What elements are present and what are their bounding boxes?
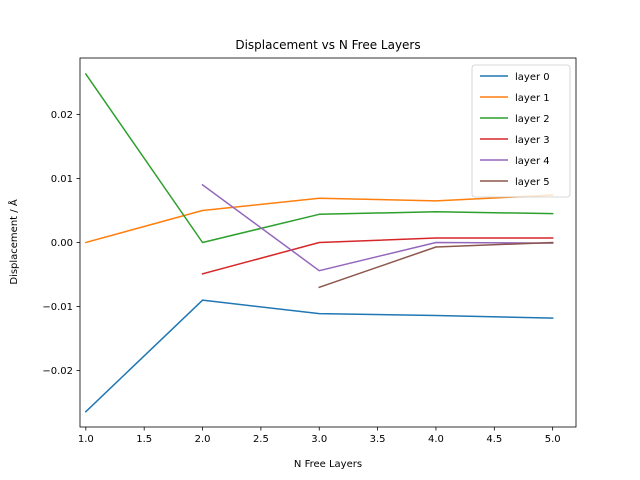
x-tick-label: 2.0 xyxy=(195,434,211,445)
x-tick-label: 4.5 xyxy=(486,434,502,445)
y-tick-label: −0.01 xyxy=(42,302,73,313)
legend-label: layer 5 xyxy=(515,177,550,188)
series-line-layer-2 xyxy=(84,72,554,244)
legend-label: layer 2 xyxy=(515,114,550,125)
series-line-layer-4 xyxy=(201,183,554,272)
x-tick-label: 2.5 xyxy=(253,434,269,445)
y-tick-label: 0.02 xyxy=(51,110,73,121)
x-tick-label: 4.0 xyxy=(428,434,444,445)
legend-box xyxy=(471,64,571,198)
legend-label: layer 4 xyxy=(515,156,550,167)
series-line-layer-5 xyxy=(318,241,554,289)
y-tick-label: 0.00 xyxy=(51,238,73,249)
plot-area: 1.0 1.5 2.0 2.5 3.0 3.5 4.0 4.5 5.0 −0.02 −0.01 0.0… xyxy=(42,57,577,445)
x-tick-label: 1.0 xyxy=(78,434,94,445)
legend-label: layer 0 xyxy=(515,72,550,83)
x-tick-label: 3.0 xyxy=(311,434,327,445)
y-tick-label: −0.02 xyxy=(42,366,73,377)
x-tick-label: 5.0 xyxy=(545,434,561,445)
series-line-layer-3 xyxy=(201,237,554,275)
x-tick-label: 1.5 xyxy=(136,434,152,445)
legend: layer 0 layer 1 layer 2 layer 3 layer 4 layer… xyxy=(471,64,571,198)
chart-title: Displacement vs N Free Layers xyxy=(235,38,420,52)
y-tick-label: 0.01 xyxy=(51,174,73,185)
series-line-layer-0 xyxy=(84,299,554,413)
x-axis-title: N Free Layers xyxy=(294,459,362,470)
series-line-layer-1 xyxy=(84,194,554,244)
legend-label: layer 3 xyxy=(515,135,550,146)
legend-label: layer 1 xyxy=(515,93,550,104)
y-axis-title: Displacement / Å xyxy=(7,199,20,284)
x-tick-label: 3.5 xyxy=(370,434,386,445)
